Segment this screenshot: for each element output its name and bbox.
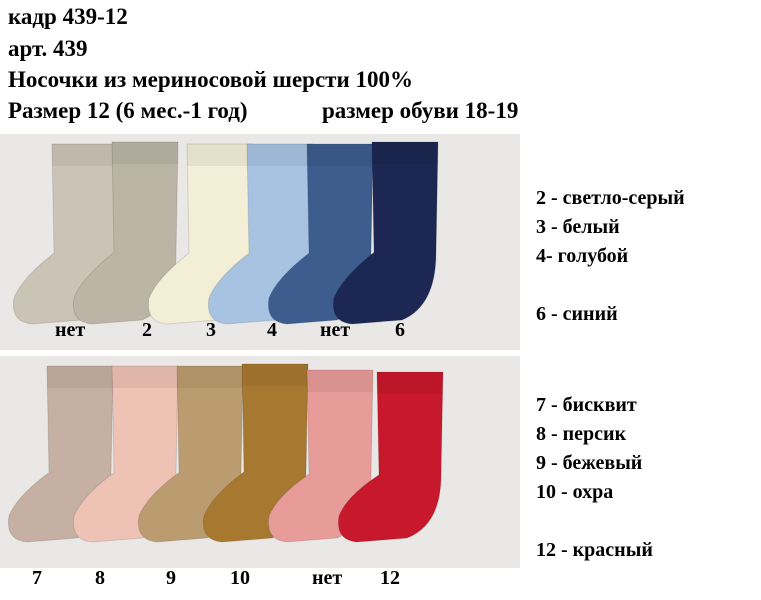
legend-item: 12 - красный [536,539,653,561]
sock-cuff [242,364,308,386]
legend-item: 9 - бежевый [536,452,643,474]
legend-item: 3 - белый [536,216,620,238]
legend-item: 2 - светло-серый [536,187,685,209]
sock-cuff [112,142,178,164]
sock-label: нет [55,319,86,341]
sock-label: нет [320,319,351,341]
header-shoe-size: размер обуви 18-19 [322,98,519,123]
legend-item: 4- голубой [536,245,629,267]
legend-item: 10 - охра [536,481,614,503]
top-socks-photo [0,134,520,350]
sock-cuff [177,366,243,388]
sock-top-5 [332,141,439,325]
sock-label: 10 [230,567,250,589]
color-legend-bottom: 7 - бисквит 8 - персик 9 - бежевый 10 - охр… [536,391,653,565]
sock-cuff [372,142,438,164]
sock-cuff [47,366,113,388]
sock-cuff [307,144,373,166]
legend-item [536,507,653,536]
sock-cuff [377,372,443,394]
sock-label: 12 [380,567,400,589]
sock-label: 3 [206,319,216,341]
sock-bottom-5 [337,371,444,543]
sock-label: 8 [95,567,105,589]
legend-item: 6 - синий [536,303,618,325]
legend-item [536,271,685,300]
color-legend-top: 2 - светло-серый 3 - белый 4- голубой 6 - с… [536,184,685,329]
sock-cuff [112,366,178,388]
header-article: арт. 439 [8,36,88,61]
sock-cuff [247,144,313,166]
sock-cuff [307,370,373,392]
sock-cuff [187,144,253,166]
sock-label: нет [312,567,343,589]
sock-label: 4 [267,319,277,341]
sock-label: 6 [395,319,405,341]
sock-label: 9 [166,567,176,589]
bottom-socks-photo [0,356,520,568]
header-size: Размер 12 (6 мес.-1 год) [8,98,248,123]
sock-label: 2 [142,319,152,341]
sock-cuff [52,144,118,166]
sock-label: 7 [32,567,42,589]
legend-item: 7 - бисквит [536,394,637,416]
legend-item: 8 - персик [536,423,627,445]
header-frame: кадр 439-12 [8,4,128,29]
header-description: Носочки из мериносовой шерсти 100% [8,67,413,92]
